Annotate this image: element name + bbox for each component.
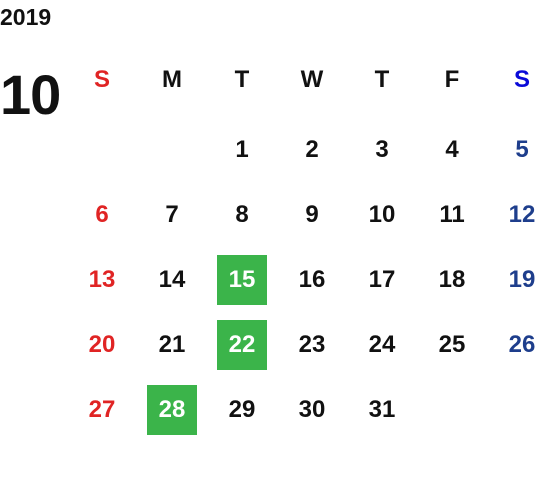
day: 14 — [158, 266, 186, 293]
weekday-label: T — [234, 66, 250, 93]
weekday-label: W — [300, 66, 324, 93]
day: 12 — [508, 201, 536, 228]
day: 5 — [515, 136, 529, 163]
day: 10 — [368, 201, 396, 228]
day: 8 — [235, 201, 249, 228]
weekday-label: S — [93, 66, 110, 93]
day: 7 — [165, 201, 179, 228]
day: 3 — [375, 136, 389, 163]
highlighted-day: 22 — [217, 320, 267, 370]
weekday-label: M — [162, 66, 182, 93]
day: 18 — [438, 266, 466, 293]
day: 2 — [305, 136, 319, 163]
day: 11 — [439, 201, 465, 228]
day: 26 — [508, 331, 536, 358]
day: 23 — [298, 331, 326, 358]
day: 24 — [368, 331, 396, 358]
day: 17 — [368, 266, 396, 293]
day: 25 — [438, 331, 466, 358]
highlighted-day: 28 — [147, 385, 197, 435]
weekday-label: T — [374, 66, 390, 93]
day: 4 — [445, 136, 459, 163]
day: 13 — [88, 266, 116, 293]
year: 2019 — [0, 4, 52, 30]
day: 31 — [368, 396, 396, 423]
day: 30 — [298, 396, 326, 423]
weekday-label: S — [513, 66, 530, 93]
day: 9 — [305, 201, 319, 228]
day: 16 — [298, 266, 326, 293]
highlighted-day: 15 — [217, 255, 267, 305]
day: 29 — [228, 396, 256, 423]
day: 6 — [95, 201, 109, 228]
day: 19 — [508, 266, 536, 293]
day: 1 — [235, 136, 249, 163]
weekday-label: F — [444, 66, 460, 93]
day: 20 — [88, 331, 116, 358]
day: 27 — [88, 396, 116, 423]
day: 21 — [158, 331, 186, 358]
month: 10 — [0, 63, 61, 126]
